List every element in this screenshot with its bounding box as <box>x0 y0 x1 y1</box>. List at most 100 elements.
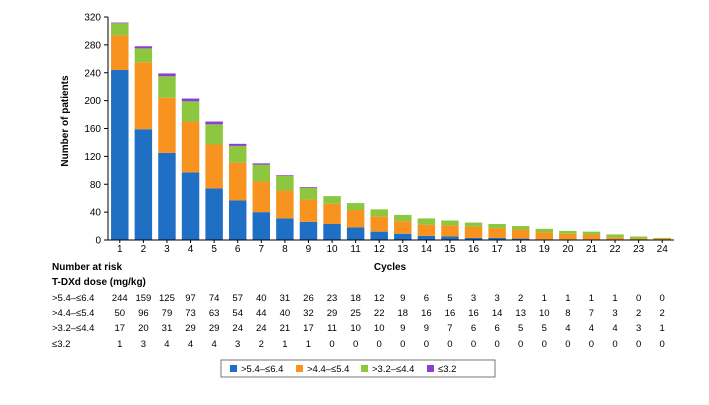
x-tick-label: 21 <box>586 244 598 255</box>
risk-row-label: >3.2–≤4.4 <box>52 323 94 334</box>
bar-segment <box>299 199 318 222</box>
risk-value: 1 <box>612 293 617 304</box>
x-tick-label: 5 <box>211 244 217 255</box>
bar-segment <box>346 227 365 240</box>
bar-segment <box>134 48 153 63</box>
bar-segment <box>464 226 483 238</box>
risk-value: 3 <box>235 339 240 350</box>
bar-segment <box>417 224 436 236</box>
bar-segment <box>535 228 554 233</box>
legend-label: >3.2–≤4.4 <box>372 364 414 375</box>
bar-segment <box>511 229 530 239</box>
risk-value: 1 <box>542 293 547 304</box>
legend-swatch <box>427 365 434 372</box>
bar-segment <box>205 124 223 145</box>
legend-swatch <box>230 365 237 372</box>
x-tick-label: 9 <box>306 244 312 255</box>
y-tick-label: 280 <box>84 40 101 51</box>
x-tick-label: 12 <box>374 244 386 255</box>
bar-segment <box>299 221 318 240</box>
bar-segment <box>181 101 200 122</box>
bar-segment <box>181 172 200 240</box>
risk-value: 159 <box>135 293 151 304</box>
risk-value: 9 <box>400 293 405 304</box>
bar-segment <box>134 129 153 240</box>
risk-value: 29 <box>209 323 220 334</box>
bar-segment <box>464 222 483 227</box>
x-tick-label: 22 <box>609 244 621 255</box>
risk-value: 3 <box>612 308 617 319</box>
bar-segment <box>276 218 294 240</box>
risk-value: 1 <box>282 339 287 350</box>
x-tick-label: 8 <box>282 244 288 255</box>
bar-segment <box>134 46 153 49</box>
risk-value: 97 <box>185 293 196 304</box>
risk-value: 244 <box>112 293 128 304</box>
bar-segment <box>394 233 412 240</box>
x-tick-label: 19 <box>539 244 551 255</box>
risk-value: 14 <box>492 308 503 319</box>
y-tick-label: 0 <box>95 236 101 247</box>
legend: >5.4–≤6.4 >4.4–≤5.4 >3.2–≤4.4 ≤3.2 <box>220 359 496 378</box>
bar-segment <box>228 145 247 163</box>
risk-value: 6 <box>471 323 476 334</box>
x-tick-label: 18 <box>515 244 527 255</box>
risk-value: 6 <box>424 293 429 304</box>
bar-segment <box>205 188 223 240</box>
plot-area <box>111 22 671 241</box>
x-tick-label: 14 <box>421 244 433 255</box>
risk-value: 24 <box>232 323 243 334</box>
risk-value: 0 <box>329 339 334 350</box>
bar-segment <box>441 225 459 237</box>
legend-box <box>220 359 496 378</box>
risk-value: 29 <box>327 308 338 319</box>
bar-segment <box>582 231 601 235</box>
risk-value: 2 <box>636 308 641 319</box>
bar-segment <box>441 220 459 226</box>
bar-segment <box>464 237 483 240</box>
bar-segment <box>346 210 365 228</box>
bar-segment <box>606 234 624 238</box>
bar-segment <box>111 22 129 24</box>
bar-segment <box>417 235 436 240</box>
bar-segment <box>370 231 388 240</box>
bar-segment <box>629 236 648 239</box>
bar-segment <box>653 237 671 239</box>
risk-value: 13 <box>515 308 526 319</box>
risk-value: 9 <box>424 323 429 334</box>
risk-value: 8 <box>565 308 570 319</box>
risk-value: 20 <box>138 323 149 334</box>
risk-value: 16 <box>445 308 456 319</box>
bar-segment <box>205 144 223 189</box>
risk-value: 11 <box>327 323 337 334</box>
risk-value: 125 <box>159 293 175 304</box>
bar-segment <box>323 203 341 224</box>
risk-value: 5 <box>518 323 523 334</box>
bar-segment <box>488 228 506 238</box>
risk-value: 0 <box>542 339 547 350</box>
bar-segment <box>134 62 153 130</box>
bar-segment <box>228 200 247 240</box>
risk-value: 0 <box>377 339 382 350</box>
bar-segment <box>346 203 365 211</box>
x-tick-label: 1 <box>117 244 123 255</box>
bar-segment <box>252 163 271 165</box>
risk-value: 0 <box>400 339 405 350</box>
risk-value: 0 <box>471 339 476 350</box>
x-tick-label: 15 <box>444 244 456 255</box>
risk-value: 32 <box>303 308 314 319</box>
bar-segment <box>370 216 388 232</box>
bar-segment <box>606 237 624 240</box>
risk-value: 40 <box>280 308 291 319</box>
x-tick-label: 3 <box>164 244 170 255</box>
bar-segment <box>323 223 341 240</box>
risk-value: 21 <box>280 323 291 334</box>
risk-value: 0 <box>636 293 641 304</box>
risk-value: 54 <box>232 308 243 319</box>
x-tick-label: 17 <box>492 244 504 255</box>
risk-value: 3 <box>471 293 476 304</box>
bar-segment <box>228 143 247 146</box>
risk-value: 0 <box>518 339 523 350</box>
risk-value: 16 <box>421 308 432 319</box>
